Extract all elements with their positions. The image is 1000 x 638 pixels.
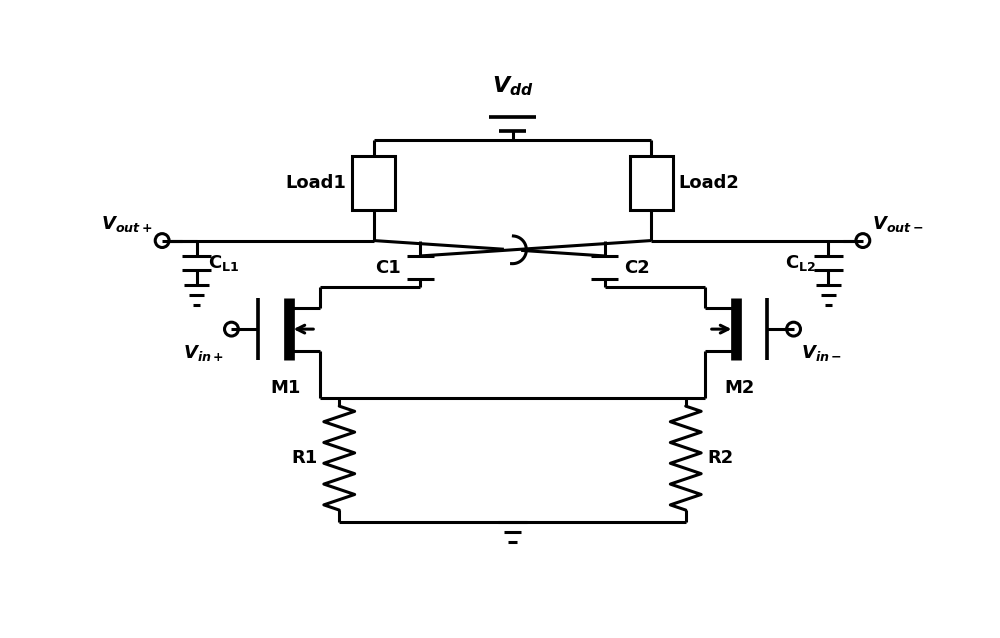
Text: M2: M2 <box>724 379 755 397</box>
Text: C2: C2 <box>624 258 650 276</box>
Text: C1: C1 <box>375 258 401 276</box>
Bar <box>630 156 673 210</box>
Text: R2: R2 <box>707 449 734 467</box>
Text: $\mathregular{V_{out+}}$: $\mathregular{V_{out+}}$ <box>101 214 153 234</box>
Bar <box>352 156 395 210</box>
Text: $\mathregular{V_{out-}}$: $\mathregular{V_{out-}}$ <box>872 214 924 234</box>
Text: $\mathregular{V_{in-}}$: $\mathregular{V_{in-}}$ <box>801 343 842 363</box>
Text: Load1: Load1 <box>285 174 346 192</box>
Text: Load2: Load2 <box>679 174 740 192</box>
Text: $\mathregular{V_{dd}}$: $\mathregular{V_{dd}}$ <box>492 75 533 98</box>
Text: $\mathregular{C_{L2}}$: $\mathregular{C_{L2}}$ <box>785 253 817 273</box>
Text: R1: R1 <box>291 449 318 467</box>
Text: $\mathregular{V_{in+}}$: $\mathregular{V_{in+}}$ <box>183 343 224 363</box>
Text: $\mathregular{C_{L1}}$: $\mathregular{C_{L1}}$ <box>208 253 240 273</box>
Text: M1: M1 <box>270 379 301 397</box>
